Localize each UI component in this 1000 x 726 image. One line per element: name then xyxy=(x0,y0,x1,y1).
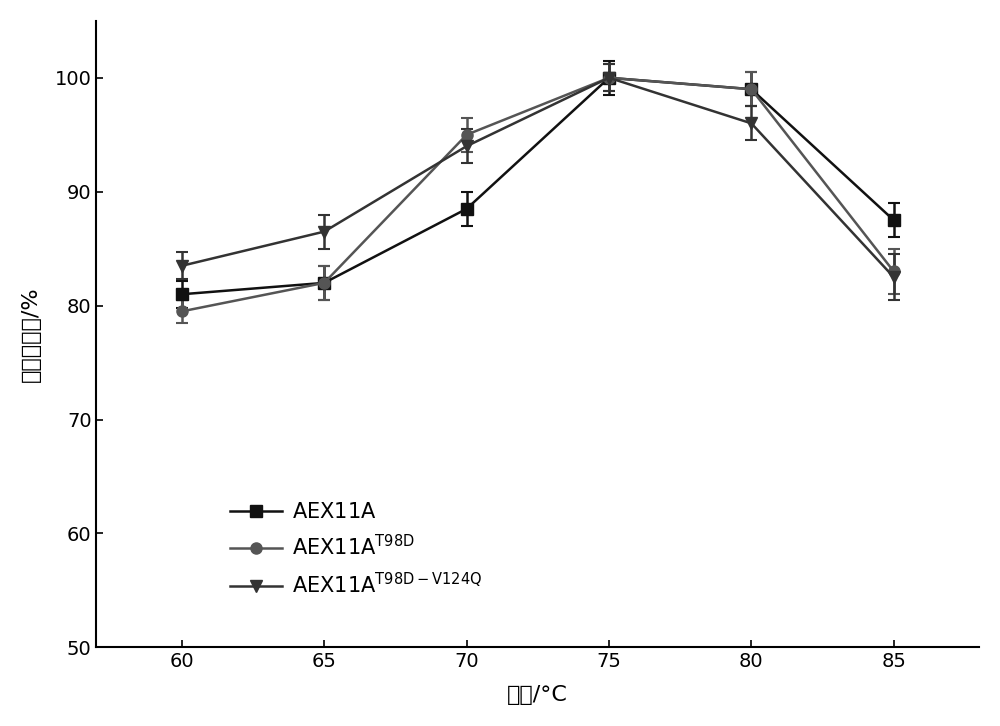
Legend: $\mathrm{AEX11A}$, $\mathrm{AEX11A}^{\mathrm{T98D}}$, $\mathrm{AEX11A}^{\mathrm{: $\mathrm{AEX11A}$, $\mathrm{AEX11A}^{\ma… xyxy=(222,494,491,605)
Y-axis label: 相对酶活性/%: 相对酶活性/% xyxy=(21,286,41,382)
X-axis label: 温度/°C: 温度/°C xyxy=(507,685,568,705)
